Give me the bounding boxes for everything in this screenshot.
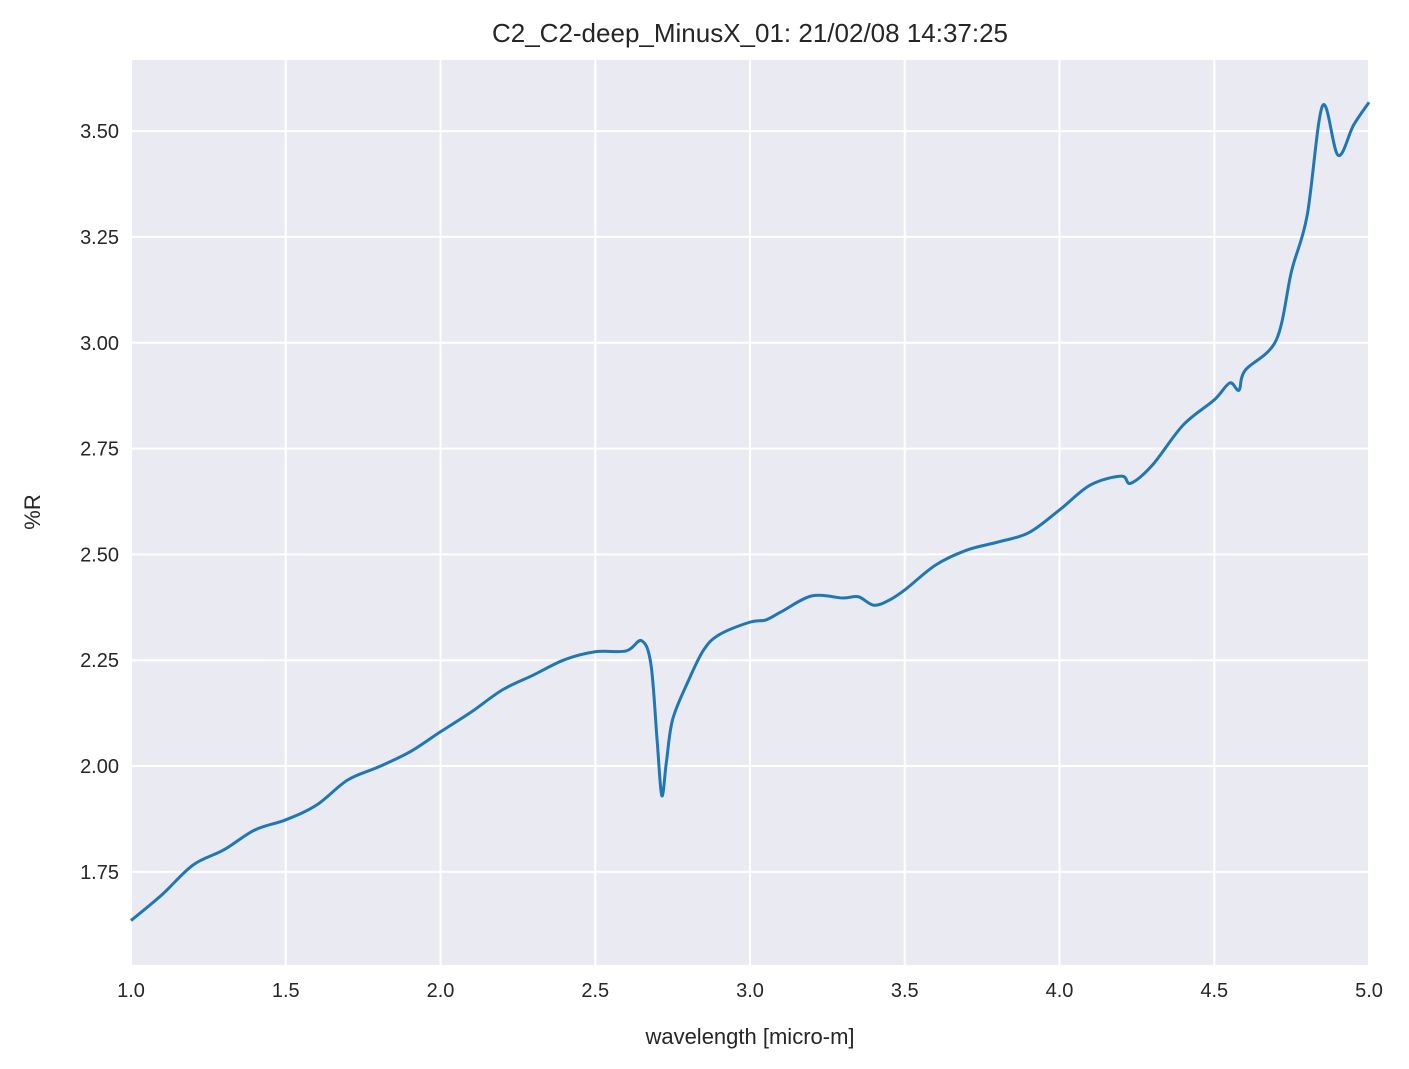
y-tick-label: 2.50 (80, 544, 119, 566)
series-line (130, 101, 1371, 922)
x-tick-label: 5.0 (1355, 980, 1383, 1002)
y-tick-label: 2.75 (80, 439, 119, 461)
x-tick-label: 4.5 (1200, 980, 1228, 1002)
x-axis: 1.0 1.5 2.0 2.5 3.0 3.5 4.0 4.5 5.0 (117, 980, 1383, 1002)
y-tick-label: 3.25 (80, 227, 119, 249)
y-tick-label: 1.75 (80, 862, 119, 884)
y-tick-label: 3.50 (80, 121, 119, 143)
x-tick-label: 3.0 (736, 980, 764, 1002)
y-tick-label: 2.00 (80, 756, 119, 778)
y-tick-label: 2.25 (80, 650, 119, 672)
x-tick-label: 1.5 (272, 980, 300, 1002)
y-axis-label: %R (20, 494, 45, 529)
x-tick-label: 1.0 (117, 980, 145, 1002)
x-tick-label: 2.0 (427, 980, 455, 1002)
x-tick-label: 4.0 (1046, 980, 1074, 1002)
x-tick-label: 3.5 (891, 980, 919, 1002)
x-axis-label: wavelength [micro-m] (644, 1024, 854, 1049)
grid (130, 60, 1370, 965)
x-tick-label: 2.5 (581, 980, 609, 1002)
y-tick-label: 3.00 (80, 333, 119, 355)
chart-title: C2_C2-deep_MinusX_01: 21/02/08 14:37:25 (492, 18, 1008, 48)
y-axis: 1.75 2.00 2.25 2.50 2.75 3.00 3.25 3.50 (80, 121, 119, 884)
